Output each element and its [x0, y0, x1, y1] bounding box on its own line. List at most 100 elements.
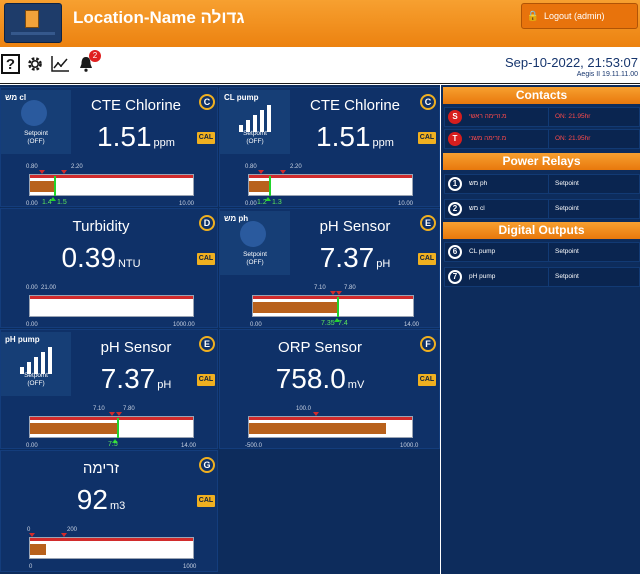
- relay-name: pH pump: [5, 335, 40, 344]
- sensor-tile-chlorine-1[interactable]: מש cl Setpoint (OFF) CTE Chlorine C 1.51 p…: [0, 87, 218, 207]
- app-title: Location-Name גדולה: [73, 8, 245, 27]
- relay-status: Setpoint: [555, 180, 579, 187]
- sensor-unit: pH: [376, 258, 391, 270]
- output-row[interactable]: 6 CL pump Setpoint: [444, 242, 640, 262]
- relay-indicator: מש cl Setpoint (OFF): [1, 90, 71, 154]
- low-setpoint-label: 0.00: [26, 285, 38, 291]
- sensor-title: CTE Chlorine: [309, 97, 401, 114]
- relay-name: מש cl: [469, 205, 485, 212]
- help-icon[interactable]: ?: [1, 54, 20, 74]
- channel-badge: G: [199, 457, 215, 473]
- sensor-tile-flow[interactable]: זרימה G 92 m3 CAL 0 200 0 1000: [0, 450, 218, 572]
- range-bar: [29, 537, 194, 559]
- low-setpoint-label: 7.10: [93, 406, 105, 412]
- sensor-unit: mV: [347, 379, 365, 391]
- sensor-value: 758.0: [275, 363, 346, 394]
- channel-badge: D: [199, 215, 215, 231]
- range-max-label: 10.00: [179, 201, 195, 207]
- range-min-label: 0: [29, 564, 33, 570]
- sensor-tile-chlorine-2[interactable]: CL pump Setpoint (OFF) CTE Chlorine C 1.5…: [219, 87, 440, 207]
- calibrate-button[interactable]: CAL: [197, 374, 215, 386]
- output-row[interactable]: 7 pH pump Setpoint: [444, 267, 640, 287]
- range-min-label: -500.0: [245, 443, 263, 449]
- target-value-label: 1.3: [272, 199, 282, 206]
- sensor-tile-ph-1[interactable]: מש ph Setpoint (OFF) pH Sensor E 7.37 pH C…: [219, 208, 440, 328]
- sensor-unit: ppm: [372, 137, 394, 149]
- high-setpoint-label: 2.20: [71, 164, 83, 170]
- sensor-value: 7.37: [100, 363, 156, 394]
- contact-row[interactable]: S מ.זרימה ראשי ON: 21.95hr: [444, 107, 640, 127]
- calibrate-button[interactable]: CAL: [418, 132, 436, 144]
- calibrate-button[interactable]: CAL: [418, 253, 436, 265]
- relay-off-icon: [240, 221, 266, 247]
- calibrate-button[interactable]: CAL: [418, 374, 436, 386]
- channel-badge: E: [420, 215, 436, 231]
- contact-name: מ.זרימה ראשי: [469, 113, 507, 120]
- range-min-label: 0.00: [26, 201, 38, 207]
- channel-badge: C: [420, 94, 436, 110]
- contacts-header: Contacts: [443, 87, 640, 104]
- header: Location-Name גדולה 🔒 Logout (admin): [0, 0, 640, 47]
- high-setpoint-label: 21.00: [41, 285, 57, 291]
- relay-state: (OFF): [246, 259, 264, 266]
- relay-name: מש ph: [469, 180, 488, 187]
- relay-state: (OFF): [27, 138, 45, 145]
- low-setpoint-label: 7.10: [314, 285, 326, 291]
- pump-signal-icon: [239, 105, 271, 132]
- high-setpoint-label: 200: [67, 527, 78, 533]
- target-value-label: 1.5: [57, 199, 67, 206]
- relay-name: מש ph: [224, 214, 249, 223]
- digital-outputs-header: Digital Outputs: [443, 222, 640, 239]
- sensor-grid: מש cl Setpoint (OFF) CTE Chlorine C 1.51 p…: [0, 85, 440, 574]
- sensor-value: 0.39: [61, 242, 116, 273]
- range-min-label: 0.00: [26, 322, 38, 328]
- relay-row[interactable]: 2 מש cl Setpoint: [444, 199, 640, 219]
- low-setpoint-label: 0.80: [245, 164, 257, 170]
- sensor-tile-orp[interactable]: ORP Sensor F 758.0 mV CAL 100.0 -500.0 10…: [219, 329, 440, 449]
- current-value-label: 7.5: [108, 441, 118, 448]
- channel-badge: F: [420, 336, 436, 352]
- notification-badge: 2: [89, 50, 101, 62]
- calibrate-button[interactable]: CAL: [197, 132, 215, 144]
- range-bar: [248, 174, 413, 196]
- sensor-unit: NTU: [117, 258, 141, 270]
- sensor-unit: m3: [109, 500, 126, 512]
- current-value-label: 1.4: [42, 199, 52, 206]
- relay-name: CL pump: [224, 93, 259, 102]
- output-badge: 6: [448, 245, 462, 259]
- contact-badge: T: [448, 132, 462, 146]
- calibrate-button[interactable]: CAL: [197, 495, 215, 507]
- current-value-label: 7.35: [321, 320, 335, 327]
- range-min-label: 0.00: [26, 443, 38, 449]
- channel-badge: C: [199, 94, 215, 110]
- sensor-value: 1.51: [316, 121, 371, 152]
- logout-button[interactable]: 🔒 Logout (admin): [521, 3, 638, 29]
- channel-badge: E: [199, 336, 215, 352]
- sensor-value: 92: [76, 484, 108, 515]
- contact-badge: S: [448, 110, 462, 124]
- calibrate-button[interactable]: CAL: [197, 253, 215, 265]
- sensor-value: 1.51: [97, 121, 152, 152]
- relay-indicator: CL pump Setpoint (OFF): [220, 90, 290, 154]
- target-value-label: 7.4: [338, 320, 348, 327]
- side-panel: Contacts S מ.זרימה ראשי ON: 21.95hr T מ.זר…: [441, 85, 640, 574]
- toolbar: ? 2 Sep-10-2022, 21:53:07 Aegis II 19.11…: [0, 47, 640, 84]
- range-min-label: 0.00: [245, 201, 257, 207]
- relay-state: (OFF): [246, 138, 264, 145]
- sensor-unit: pH: [157, 379, 172, 391]
- output-name: CL pump: [469, 248, 496, 255]
- output-name: pH pump: [469, 273, 496, 280]
- sensor-tile-ph-2[interactable]: pH pump Setpoint (OFF) pH Sensor E 7.37 pH…: [0, 329, 218, 449]
- contact-row[interactable]: T מ.זרימה משני ON: 21.95hr: [444, 129, 640, 149]
- relay-row[interactable]: 1 מש ph Setpoint: [444, 174, 640, 194]
- relay-setpoint-label: Setpoint: [24, 130, 48, 137]
- current-value-label: 1.2: [257, 199, 267, 206]
- bell-icon[interactable]: 2: [76, 50, 101, 75]
- low-setpoint-label: 0: [27, 527, 31, 533]
- relay-badge: 1: [448, 177, 462, 191]
- high-setpoint-label: 100.0: [296, 406, 312, 412]
- settings-gear-icon[interactable]: [25, 53, 45, 75]
- sensor-tile-turbidity[interactable]: Turbidity D 0.39 NTU CAL 0.00 21.00 0.00 …: [0, 208, 218, 328]
- trend-chart-icon[interactable]: [50, 53, 70, 75]
- low-setpoint-label: 0.80: [26, 164, 38, 170]
